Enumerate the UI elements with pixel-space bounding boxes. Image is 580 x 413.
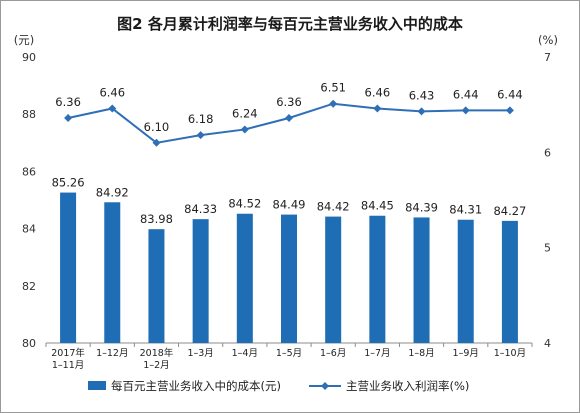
x-tick-label: 1–2月 (143, 360, 169, 371)
bar (60, 192, 77, 343)
bar-value-label: 84.31 (449, 203, 482, 217)
right-tick-label: 6 (544, 146, 551, 159)
bar-value-label: 84.92 (96, 185, 129, 199)
line-point (108, 104, 117, 113)
bar-value-label: 84.42 (317, 200, 350, 214)
bar-value-label: 84.45 (361, 199, 394, 213)
bar (325, 216, 342, 343)
bar-value-label: 84.27 (493, 204, 526, 218)
chart-title: 图2 各月累计利润率与每百元主营业务收入中的成本 (117, 15, 463, 33)
line-value-label: 6.51 (320, 81, 346, 95)
line-value-label: 6.44 (453, 87, 479, 101)
bar (236, 213, 253, 343)
left-tick-label: 82 (22, 280, 36, 293)
line-path (67, 102, 510, 144)
legend-line-label: 主营业务收入利润率(%) (346, 379, 469, 393)
bar (413, 217, 430, 343)
bar (192, 219, 209, 343)
bar (148, 229, 165, 343)
line-value-label: 6.36 (276, 95, 302, 109)
line-value-label: 6.36 (55, 95, 81, 109)
line-value-label: 6.44 (497, 87, 523, 101)
line-point (240, 125, 249, 134)
x-tick-label: 2018年 (140, 347, 174, 359)
left-tick-label: 80 (22, 337, 36, 350)
left-tick-label: 84 (22, 223, 36, 236)
right-tick-label: 5 (544, 242, 551, 255)
line-value-label: 6.24 (232, 106, 258, 120)
left-axis-unit: (元) (14, 33, 34, 47)
bar (457, 219, 474, 343)
line-value-label: 6.43 (409, 88, 435, 102)
line-point (152, 138, 161, 147)
x-tick-label: 1–6月 (320, 348, 346, 359)
bar-value-label: 83.98 (140, 212, 173, 226)
x-tick-label: 2017年 (51, 347, 85, 359)
bar-value-label: 84.52 (228, 197, 261, 211)
legend-bar-label: 每百元主营业务收入中的成本(元) (111, 379, 281, 393)
line-point (373, 104, 382, 113)
x-tick-label: 1–11月 (52, 360, 84, 371)
bar-value-label: 84.33 (184, 202, 217, 216)
line-point (64, 114, 73, 123)
line-value-label: 6.46 (99, 85, 125, 99)
line-point (461, 106, 470, 115)
x-tick-label: 1–10月 (494, 348, 526, 359)
bar-value-label: 84.39 (405, 200, 438, 214)
x-tick-label: 1–4月 (232, 348, 258, 359)
x-tick-label: 1–5月 (276, 348, 302, 359)
x-tick-label: 1–8月 (408, 348, 434, 359)
left-tick-label: 86 (22, 165, 36, 178)
legend-line-marker (321, 382, 329, 390)
bar (104, 202, 121, 343)
line-value-label: 6.18 (188, 112, 214, 126)
line-value-label: 6.10 (144, 120, 170, 134)
line-point (285, 114, 293, 123)
legend-bar-swatch (88, 381, 106, 390)
right-axis-unit: (%) (538, 33, 558, 47)
left-tick-label: 88 (22, 108, 36, 121)
line-point (505, 106, 514, 115)
x-tick-label: 1–3月 (187, 348, 213, 359)
x-tick-label: 1–9月 (453, 348, 479, 359)
bar (281, 214, 297, 343)
line-value-label: 6.46 (365, 85, 391, 99)
line-point (329, 99, 338, 108)
bar (369, 215, 386, 343)
bar-value-label: 84.49 (273, 198, 306, 212)
x-tick-label: 1–7月 (364, 348, 390, 359)
right-tick-label: 4 (544, 337, 551, 350)
bar-value-label: 85.26 (52, 176, 85, 190)
line-point (417, 107, 426, 116)
bar (501, 220, 518, 343)
left-tick-label: 90 (22, 51, 36, 64)
line-point (196, 131, 205, 140)
right-tick-label: 7 (544, 51, 551, 64)
bar-series: 85.26 84.92 83.98 84.33 84.52 84.49 84.42 84.45… (52, 176, 526, 343)
line-series: 6.36 6.46 6.10 6.18 6.24 6.36 6.51 6.46 6.43 6.44… (55, 81, 523, 147)
x-tick-label: 1–12月 (96, 348, 128, 359)
legend: 每百元主营业务收入中的成本(元) 主营业务收入利润率(%) (88, 379, 469, 393)
